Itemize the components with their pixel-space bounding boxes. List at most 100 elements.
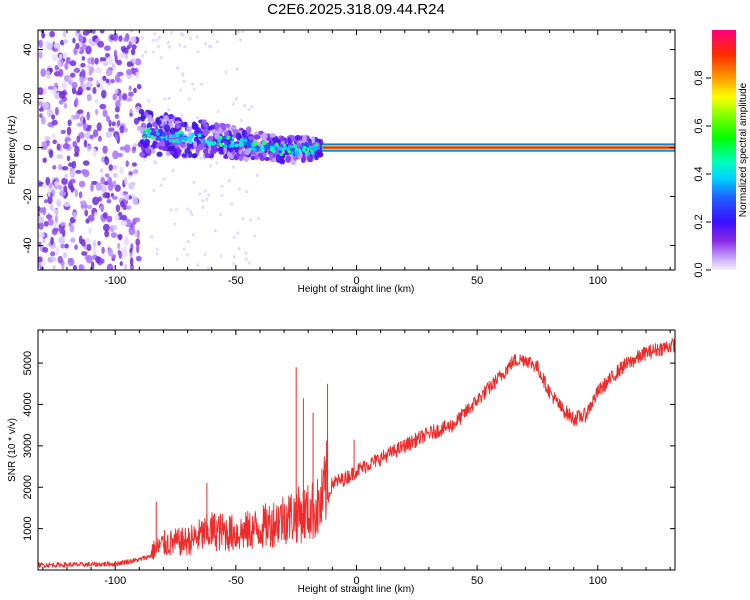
spectrogram-signal-core xyxy=(247,144,252,148)
spectrogram-noise-cell xyxy=(188,209,192,214)
spectrogram-noise-cell xyxy=(71,81,78,89)
spectrogram-signal-core xyxy=(265,144,269,149)
spectrogram-noise-cell xyxy=(38,241,42,248)
spectrogram-signal-core xyxy=(231,144,235,148)
spectrogram-noise-cell xyxy=(154,161,158,165)
spectrogram-noise-cell xyxy=(236,231,240,235)
spectrogram-noise-cell xyxy=(38,87,44,94)
spectrogram-noise-cell xyxy=(117,233,123,240)
spectrogram-signal-core xyxy=(301,142,305,147)
spectrogram-noise-cell xyxy=(99,30,105,34)
spectrogram-noise-cell xyxy=(51,114,56,120)
spectrogram-noise-cell xyxy=(58,184,63,191)
spectrogram-noise-cell xyxy=(52,265,56,270)
spectrogram-noise-cell xyxy=(102,192,110,199)
spectrogram-noise-cell xyxy=(133,87,137,94)
spectrogram-signal-core xyxy=(240,142,245,147)
spectrogram-noise-cell xyxy=(43,220,49,227)
spectrogram-noise-cell xyxy=(108,164,113,172)
spectrogram-signal-cell xyxy=(167,118,175,124)
spectrogram-signal-cell xyxy=(259,156,265,162)
spectrogram-noise-cell xyxy=(123,37,128,42)
spectrogram-noise-cell xyxy=(203,189,207,193)
spectrogram-signal-cell xyxy=(139,152,145,158)
spectrogram-noise-cell xyxy=(157,35,161,40)
spectrogram-noise-cell xyxy=(122,252,128,258)
spectrogram-noise-cell xyxy=(92,86,97,94)
spectrogram-signal-cell xyxy=(159,140,166,148)
spectrogram-signal-cell xyxy=(162,115,169,122)
spectrogram-noise-cell xyxy=(237,30,241,34)
spectrogram-signal-core xyxy=(309,146,314,151)
spectrogram-signal-core xyxy=(200,139,205,143)
spectrogram-noise-cell xyxy=(86,86,91,91)
spectrogram-signal-cell xyxy=(147,117,153,123)
spectrogram-noise-cell xyxy=(174,207,178,212)
spectrogram-noise-cell xyxy=(119,166,124,175)
spectrogram-signal-core xyxy=(292,143,297,148)
spectrogram-noise-cell xyxy=(114,114,120,120)
spectrogram-noise-cell xyxy=(191,82,195,86)
spectrogram-noise-cell xyxy=(58,53,63,60)
spectrogram-noise-cell xyxy=(175,257,179,261)
spectrogram-noise-cell xyxy=(73,67,81,74)
spectrogram-noise-cell xyxy=(192,180,196,185)
spectrogram-signal-cell xyxy=(315,149,321,154)
spectrogram-noise-cell xyxy=(46,70,51,79)
spectrogram-noise-cell xyxy=(92,245,97,255)
spectrogram-noise-cell xyxy=(220,193,224,198)
spectrogram-noise-cell xyxy=(90,182,94,192)
spectrogram-noise-cell xyxy=(42,246,49,253)
spectrogram-noise-cell xyxy=(111,62,116,70)
spectrogram-noise-cell xyxy=(207,266,211,270)
spectrogram-noise-cell xyxy=(85,237,92,245)
spectrogram-noise-cell xyxy=(128,91,134,97)
spectrogram-noise-cell xyxy=(102,109,108,118)
spectrogram-signal-core xyxy=(224,141,229,145)
snr-ytick-label: 3000 xyxy=(22,434,34,458)
spectrogram-noise-cell xyxy=(123,238,130,246)
spectrogram-signal-core xyxy=(269,147,274,151)
spectrogram-noise-cell xyxy=(128,85,132,91)
spectrogram-noise-cell xyxy=(131,44,137,50)
spectrogram-signal-cell xyxy=(183,121,188,127)
spectrogram-signal-cell xyxy=(209,124,216,130)
spectrogram-noise-cell xyxy=(72,211,77,219)
spectrogram-noise-cell xyxy=(95,108,99,116)
spectrogram-noise-cell xyxy=(106,215,113,223)
spectrogram-noise-cell xyxy=(86,243,92,252)
spectrogram-noise-cell xyxy=(112,180,117,188)
spectrogram-noise-cell xyxy=(38,232,45,239)
spectrogram-noise-cell xyxy=(129,30,134,33)
spectrogram-noise-cell xyxy=(74,189,78,198)
spectrogram-noise-cell xyxy=(38,51,43,59)
spectrogram-signal-cell xyxy=(191,121,197,127)
spectrogram-signal-core xyxy=(315,142,319,147)
spectrogram-signal-core xyxy=(226,135,230,140)
spectrogram-signal-cell xyxy=(235,132,242,141)
spectrogram-noise-cell xyxy=(74,244,79,250)
spectrogram-noise-cell xyxy=(99,168,104,173)
spectrogram-noise-cell xyxy=(79,200,87,206)
spectrogram-noise-cell xyxy=(61,177,68,186)
spectrogram-noise-cell xyxy=(78,180,86,188)
spectrogram-signal-core xyxy=(261,148,265,153)
spectrogram-signal-core xyxy=(282,147,287,151)
spectrogram-noise-cell xyxy=(125,68,133,76)
spectrogram-noise-cell xyxy=(76,122,84,127)
spectrogram-noise-cell xyxy=(119,146,126,151)
spectrogram-noise-cell xyxy=(125,160,129,168)
spectrogram-noise-cell xyxy=(105,68,113,77)
spectrogram-signal-core xyxy=(278,149,282,154)
spectrogram-signal-core xyxy=(269,142,274,147)
spectrogram-signal-core xyxy=(174,138,179,143)
spectrogram-noise-cell xyxy=(60,243,66,249)
spectrogram-noise-cell xyxy=(185,253,189,257)
spectrogram-noise-cell xyxy=(42,87,48,96)
spectrogram-signal-core xyxy=(183,137,187,141)
spectrogram-signal-core xyxy=(228,137,233,142)
spectrogram-noise-cell xyxy=(71,160,77,169)
spectrogram-noise-cell xyxy=(71,86,77,95)
spectrogram-xtick-label: -50 xyxy=(228,275,244,287)
spectrogram-noise-cell xyxy=(69,60,77,67)
